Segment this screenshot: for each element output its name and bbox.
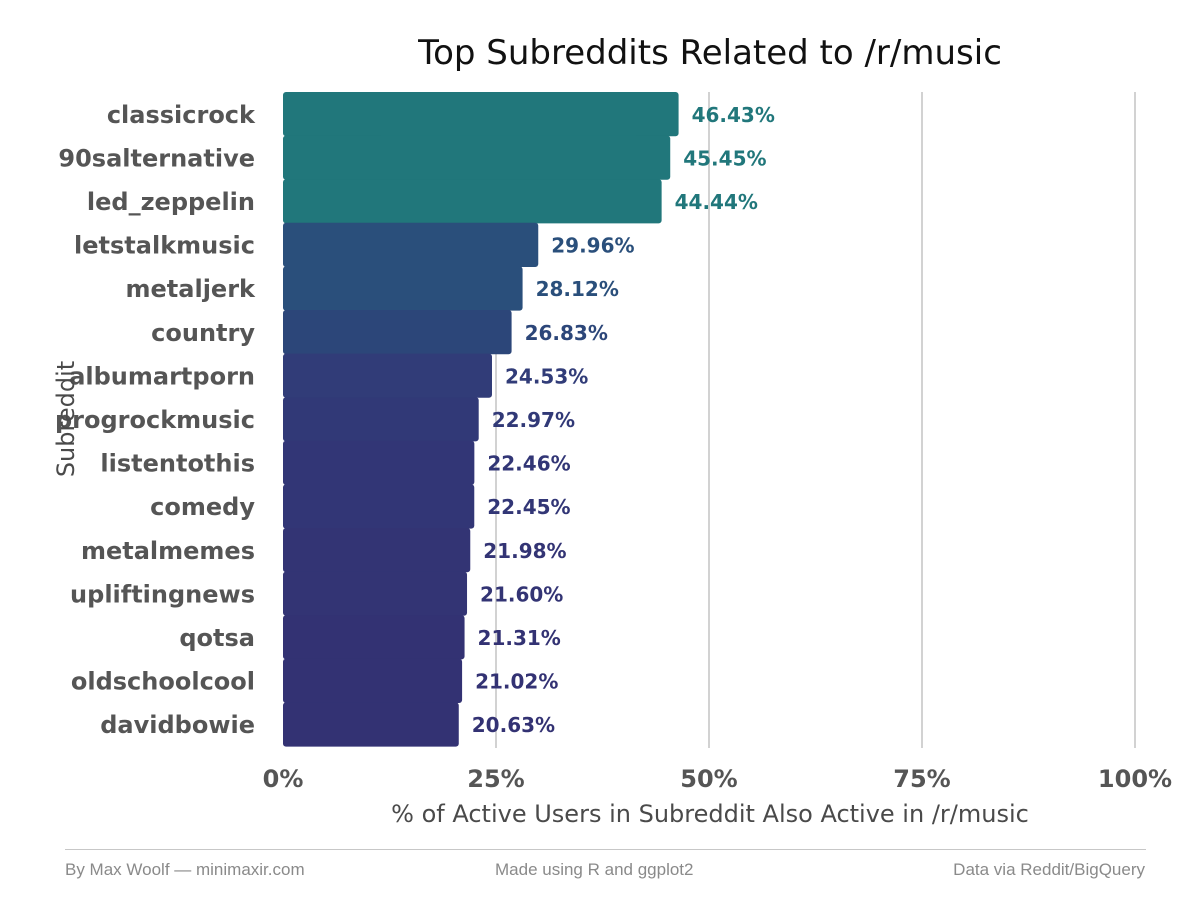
bar bbox=[283, 135, 671, 180]
bar bbox=[283, 484, 475, 529]
category-label: led_zeppelin bbox=[87, 188, 255, 216]
bars bbox=[283, 92, 679, 747]
bar bbox=[283, 702, 459, 747]
category-label: oldschoolcool bbox=[71, 668, 255, 696]
category-label: letstalkmusic bbox=[74, 232, 255, 260]
value-label: 21.31% bbox=[478, 626, 561, 650]
category-label: classicrock bbox=[107, 101, 256, 129]
category-label: davidbowie bbox=[100, 711, 255, 739]
category-label: progrockmusic bbox=[55, 406, 255, 434]
x-axis-label: % of Active Users in Subreddit Also Acti… bbox=[391, 800, 1029, 828]
category-labels: classicrock 90salternative led_zeppelinlet… bbox=[55, 101, 256, 739]
bar bbox=[283, 615, 465, 660]
category-label: albumartporn bbox=[69, 362, 255, 390]
footer-divider bbox=[65, 849, 1146, 850]
category-label: qotsa bbox=[179, 624, 255, 652]
bar bbox=[283, 222, 539, 267]
bar bbox=[283, 310, 512, 355]
bar bbox=[283, 571, 468, 616]
chart-title: Top Subreddits Related to /r/music bbox=[417, 33, 1002, 73]
value-label: 22.45% bbox=[487, 495, 570, 519]
x-tick-labels: 0% 25% 50% 75% 100% bbox=[263, 765, 1172, 793]
gridlines bbox=[495, 92, 1136, 748]
x-tick-label: 100% bbox=[1098, 765, 1172, 793]
category-label: upliftingnews bbox=[70, 580, 255, 608]
bar bbox=[283, 397, 479, 442]
footer-credit: By Max Woolf — minimaxir.com bbox=[65, 860, 305, 879]
x-tick-label: 0% bbox=[263, 765, 304, 793]
x-tick-label: 25% bbox=[467, 765, 524, 793]
value-label: 26.83% bbox=[525, 321, 608, 345]
value-label: 21.98% bbox=[483, 539, 566, 563]
value-label: 20.63% bbox=[472, 713, 555, 737]
value-label: 45.45% bbox=[683, 146, 766, 170]
bar bbox=[283, 179, 662, 224]
value-label: 21.60% bbox=[480, 582, 563, 606]
bar-chart: 46.43% 45.45% 44.44% 29.96% 28.12% 26.83% 24.5… bbox=[52, 33, 1172, 828]
category-label: 90salternative bbox=[58, 144, 255, 172]
value-labels: 46.43% 45.45% 44.44% 29.96% 28.12% 26.83% 24.5… bbox=[472, 103, 775, 737]
x-tick-label: 50% bbox=[680, 765, 737, 793]
category-label: metaljerk bbox=[126, 275, 257, 303]
x-tick-label: 75% bbox=[893, 765, 950, 793]
category-label: comedy bbox=[150, 493, 255, 521]
value-label: 28.12% bbox=[536, 277, 619, 301]
footer-source: Data via Reddit/BigQuery bbox=[953, 860, 1145, 879]
value-label: 21.02% bbox=[475, 670, 558, 694]
value-label: 22.97% bbox=[492, 408, 575, 432]
bar bbox=[283, 92, 679, 137]
bar bbox=[283, 658, 463, 703]
bar bbox=[283, 440, 475, 485]
bar bbox=[283, 266, 523, 311]
bar bbox=[283, 528, 471, 573]
value-label: 44.44% bbox=[675, 190, 758, 214]
value-label: 29.96% bbox=[551, 234, 634, 258]
bar bbox=[283, 353, 492, 398]
value-label: 24.53% bbox=[505, 364, 588, 388]
category-label: country bbox=[151, 319, 255, 347]
value-label: 22.46% bbox=[487, 452, 570, 476]
y-axis-label: Subreddit bbox=[52, 361, 80, 477]
category-label: metalmemes bbox=[81, 537, 255, 565]
category-label: listentothis bbox=[100, 450, 255, 478]
value-label: 46.43% bbox=[692, 103, 775, 127]
footer-tools: Made using R and ggplot2 bbox=[495, 860, 694, 879]
